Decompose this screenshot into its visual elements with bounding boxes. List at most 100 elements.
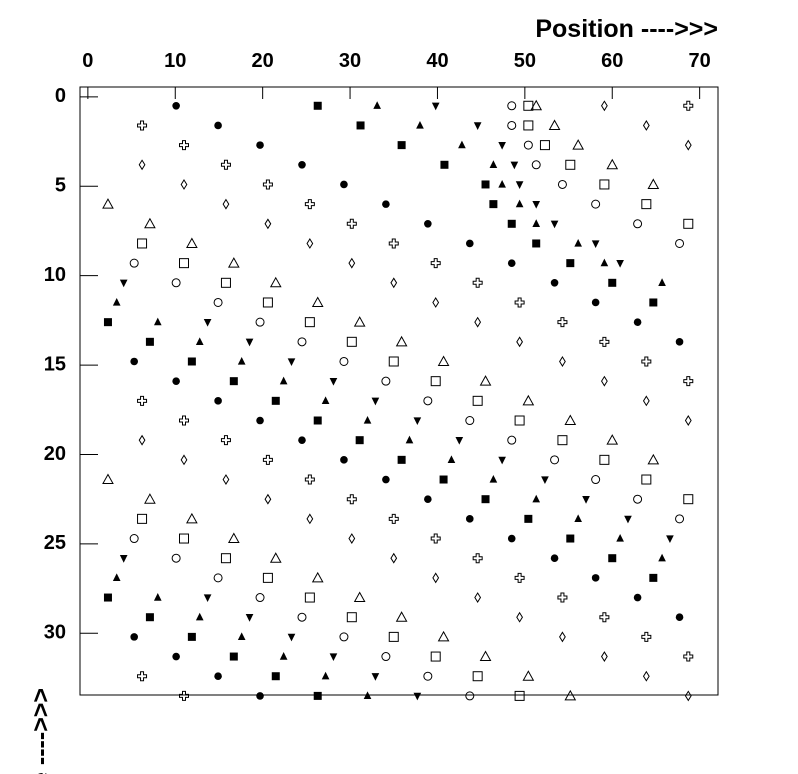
- data-point: [647, 178, 660, 189]
- data-point: [550, 279, 559, 287]
- data-point: [103, 318, 112, 327]
- data-point: [523, 100, 534, 111]
- data-point: [388, 356, 399, 367]
- data-point: [539, 140, 550, 151]
- data-point: [440, 160, 449, 169]
- data-point: [430, 651, 441, 662]
- y-tick-label: 0: [55, 85, 66, 107]
- data-point: [608, 554, 617, 563]
- data-point: [649, 298, 658, 307]
- data-point: [447, 455, 456, 463]
- data-point: [642, 395, 650, 407]
- data-point: [641, 474, 652, 485]
- data-point: [507, 120, 517, 130]
- data-point: [214, 672, 222, 681]
- data-point: [388, 631, 399, 642]
- data-point: [311, 296, 324, 307]
- data-point: [339, 356, 349, 366]
- data-point: [187, 632, 196, 641]
- data-point: [329, 378, 338, 386]
- data-point: [373, 101, 381, 109]
- data-point: [153, 317, 162, 326]
- y-tick-label: 5: [55, 175, 66, 197]
- data-point: [313, 416, 322, 425]
- data-point: [255, 593, 265, 603]
- data-point: [430, 376, 441, 387]
- data-point: [658, 553, 666, 562]
- data-point: [171, 278, 181, 288]
- data-point: [541, 476, 549, 485]
- data-point: [245, 614, 254, 622]
- data-point: [180, 179, 188, 190]
- data-point: [498, 456, 506, 465]
- data-point: [304, 317, 315, 328]
- data-point: [129, 258, 139, 268]
- data-point: [564, 689, 577, 701]
- data-point: [432, 297, 440, 308]
- x-tick-label: 30: [339, 50, 361, 72]
- data-point: [424, 220, 432, 228]
- data-point: [616, 259, 624, 268]
- data-point: [279, 376, 288, 385]
- data-point: [245, 338, 254, 347]
- data-point: [103, 593, 112, 602]
- data-point: [472, 395, 483, 406]
- data-point: [269, 276, 282, 288]
- data-point: [153, 593, 162, 601]
- data-point: [397, 141, 406, 150]
- data-point: [186, 237, 198, 248]
- data-point: [683, 494, 694, 505]
- data-point: [532, 239, 541, 248]
- data-point: [599, 612, 610, 623]
- data-point: [144, 493, 156, 504]
- x-tick-label: 10: [164, 50, 186, 72]
- data-point: [515, 199, 524, 208]
- data-point: [606, 158, 619, 170]
- data-point: [172, 377, 180, 385]
- data-point: [112, 297, 121, 306]
- data-point: [557, 179, 567, 189]
- data-point: [572, 139, 585, 150]
- data-point: [382, 200, 390, 208]
- data-point: [346, 336, 357, 347]
- data-point: [340, 180, 348, 189]
- data-point: [180, 454, 188, 466]
- data-point: [304, 592, 315, 603]
- data-point: [658, 278, 666, 286]
- data-point: [633, 219, 643, 229]
- data-point: [455, 437, 464, 445]
- data-point: [203, 594, 212, 603]
- data-point: [591, 298, 600, 307]
- data-point: [145, 613, 154, 622]
- data-point: [591, 240, 600, 248]
- data-point: [489, 200, 498, 209]
- data-point: [346, 494, 357, 505]
- data-point: [371, 397, 380, 406]
- data-point: [413, 692, 422, 701]
- data-point: [633, 593, 642, 602]
- data-point: [262, 297, 273, 308]
- data-point: [514, 297, 525, 308]
- data-point: [137, 120, 148, 131]
- data-point: [271, 396, 280, 405]
- data-point: [321, 396, 330, 404]
- data-point: [195, 337, 204, 345]
- data-point: [472, 671, 483, 682]
- data-point: [112, 573, 121, 582]
- data-point: [187, 357, 196, 366]
- data-point: [298, 160, 306, 169]
- data-point: [465, 416, 475, 426]
- data-point: [550, 554, 559, 562]
- x-tick-label: 50: [514, 50, 536, 72]
- data-point: [684, 139, 692, 151]
- data-point: [264, 218, 272, 230]
- data-point: [220, 159, 231, 170]
- data-point: [516, 611, 523, 623]
- data-point: [431, 102, 440, 111]
- data-point: [237, 356, 246, 365]
- data-point: [531, 160, 541, 170]
- data-point: [437, 355, 450, 366]
- data-point: [137, 395, 148, 406]
- data-point: [262, 572, 273, 583]
